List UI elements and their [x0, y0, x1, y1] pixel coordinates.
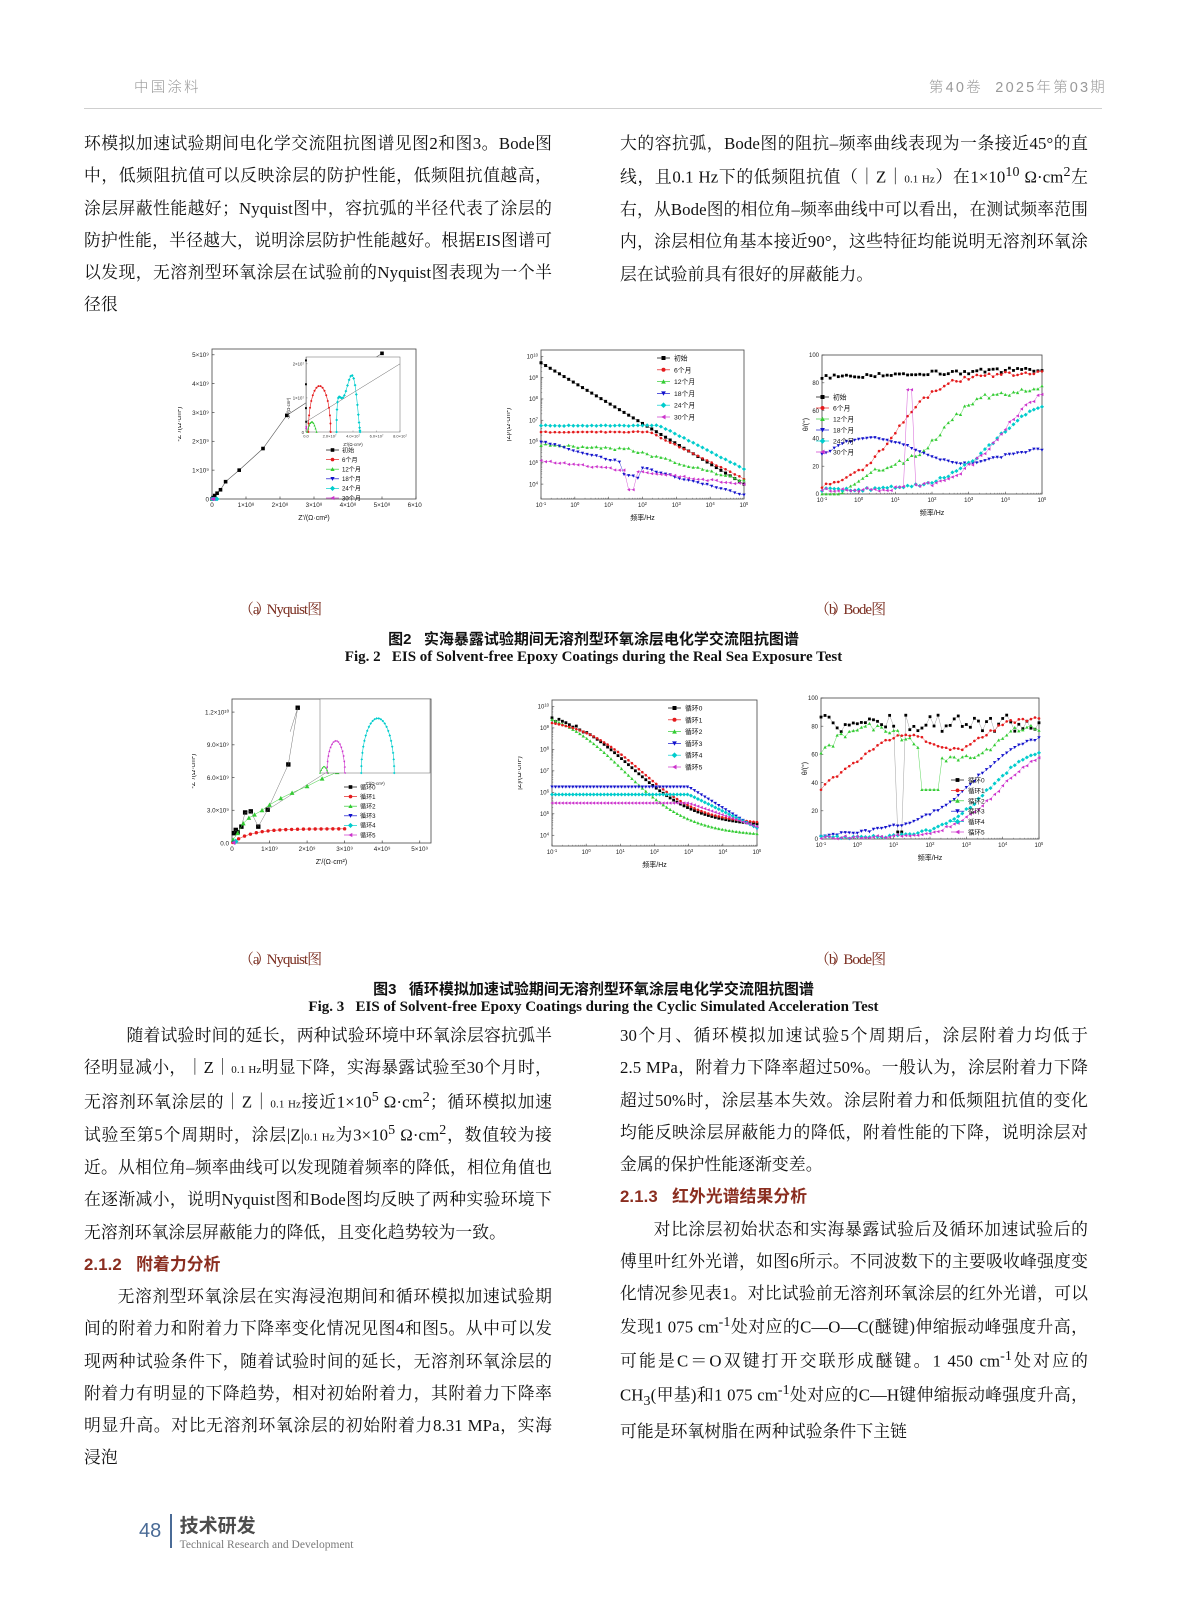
svg-text:6×10⁸: 6×10⁸ [408, 502, 422, 509]
svg-text:1×10⁷: 1×10⁷ [293, 396, 305, 401]
svg-text:循环5: 循环5 [685, 763, 703, 772]
svg-text:5×10⁹: 5×10⁹ [411, 846, 428, 853]
svg-text:8.0×10⁷: 8.0×10⁷ [393, 434, 407, 439]
svg-text:40: 40 [811, 781, 818, 787]
svg-text:1×10⁹: 1×10⁹ [192, 467, 209, 474]
svg-text:6.0×10⁷: 6.0×10⁷ [370, 434, 384, 439]
svg-text:2×10⁸: 2×10⁸ [272, 502, 289, 509]
svg-text:循环2: 循环2 [685, 727, 703, 736]
svg-text:40: 40 [812, 437, 819, 443]
svg-text:3×10⁸: 3×10⁸ [306, 502, 323, 509]
svg-text:20: 20 [811, 809, 818, 815]
svg-text:初始: 初始 [342, 446, 354, 454]
svg-text:θ/(°): θ/(°) [802, 418, 810, 431]
svg-text:6个月: 6个月 [342, 457, 358, 464]
svg-text:频率/Hz: 频率/Hz [630, 513, 655, 522]
svg-text:12个月: 12个月 [342, 467, 361, 474]
svg-text:4×10⁸: 4×10⁸ [340, 502, 357, 509]
svg-text:9.0×10⁹: 9.0×10⁹ [207, 742, 229, 749]
svg-text:循环4: 循环4 [968, 817, 985, 826]
svg-text:80: 80 [811, 724, 818, 730]
svg-text:2×10⁷: 2×10⁷ [293, 362, 305, 367]
svg-text:循环5: 循环5 [968, 828, 985, 837]
svg-text:6.0×10⁹: 6.0×10⁹ [207, 775, 229, 782]
svg-text:循环4: 循环4 [685, 751, 703, 760]
svg-text:循环3: 循环3 [968, 807, 985, 816]
svg-text:0.0: 0.0 [220, 840, 229, 847]
svg-text:2×10⁹: 2×10⁹ [299, 846, 316, 853]
svg-text:频率/Hz: 频率/Hz [642, 860, 667, 869]
svg-text:0.0: 0.0 [303, 434, 309, 439]
svg-text:频率/Hz: 频率/Hz [918, 853, 943, 862]
svg-text:循环1: 循环1 [685, 715, 703, 724]
svg-text:频率/Hz: 频率/Hz [920, 508, 945, 517]
svg-text:100: 100 [808, 696, 819, 702]
svg-text:60: 60 [811, 753, 818, 759]
svg-text:θ/(°): θ/(°) [801, 762, 809, 775]
svg-text:1×10⁹: 1×10⁹ [261, 846, 278, 853]
svg-text:0: 0 [230, 846, 234, 853]
svg-text:循环1: 循环1 [360, 793, 376, 801]
svg-text:4×10⁹: 4×10⁹ [192, 381, 209, 388]
svg-text:24个月: 24个月 [833, 438, 854, 446]
svg-text:-Z"/(Ω·cm²): -Z"/(Ω·cm²) [192, 754, 197, 789]
svg-text:80: 80 [812, 381, 819, 387]
svg-text:循环0: 循环0 [968, 776, 985, 785]
svg-text:循环5: 循环5 [360, 831, 376, 839]
svg-text:30个月: 30个月 [833, 449, 854, 457]
svg-text:循环4: 循环4 [360, 822, 376, 830]
svg-text:0: 0 [205, 496, 209, 503]
svg-text:6个月: 6个月 [833, 405, 850, 413]
svg-text:60: 60 [812, 409, 819, 415]
svg-text:循环3: 循环3 [360, 812, 376, 820]
svg-text:|Z|/(Ω·cm²): |Z|/(Ω·cm²) [518, 756, 523, 790]
svg-text:循环0: 循环0 [685, 704, 703, 713]
svg-text:18个月: 18个月 [833, 427, 854, 435]
svg-text:循环2: 循环2 [968, 796, 985, 805]
svg-text:18个月: 18个月 [674, 390, 695, 398]
svg-text:-Z"/(Ω·cm²): -Z"/(Ω·cm²) [178, 407, 183, 442]
svg-text:4.0×10⁷: 4.0×10⁷ [346, 434, 360, 439]
svg-text:6个月: 6个月 [674, 366, 691, 374]
svg-text:2×10⁹: 2×10⁹ [192, 439, 209, 446]
svg-text:循环3: 循环3 [685, 739, 703, 748]
svg-text:0: 0 [210, 502, 214, 509]
svg-text:5×10⁹: 5×10⁹ [192, 352, 209, 359]
svg-text:24个月: 24个月 [674, 402, 695, 410]
svg-text:|Z|/(Ω·cm²): |Z|/(Ω·cm²) [507, 408, 512, 442]
svg-text:3×10⁹: 3×10⁹ [336, 846, 353, 853]
svg-text:3.0×10⁹: 3.0×10⁹ [207, 808, 229, 815]
svg-text:12个月: 12个月 [833, 416, 854, 424]
svg-text:4×10⁹: 4×10⁹ [374, 846, 391, 853]
svg-text:3×10⁹: 3×10⁹ [192, 410, 209, 417]
svg-text:2.0×10⁷: 2.0×10⁷ [323, 434, 337, 439]
svg-text:循环1: 循环1 [968, 786, 985, 795]
svg-text:初始: 初始 [674, 354, 688, 363]
svg-text:Z'/(Ω·cm²): Z'/(Ω·cm²) [298, 515, 329, 522]
svg-text:初始: 初始 [833, 393, 847, 402]
svg-text:30个月: 30个月 [342, 495, 361, 502]
svg-text:1.2×10¹⁰: 1.2×10¹⁰ [205, 709, 230, 716]
svg-text:Z'/(Ω·cm²): Z'/(Ω·cm²) [343, 442, 363, 447]
svg-text:循环0: 循环0 [360, 783, 376, 791]
svg-text:24个月: 24个月 [342, 486, 361, 493]
svg-text:Z'/(Ω·cm²): Z'/(Ω·cm²) [316, 859, 347, 866]
svg-text:循环2: 循环2 [360, 803, 376, 811]
svg-text:100: 100 [809, 353, 820, 359]
svg-text:1×10⁸: 1×10⁸ [238, 502, 255, 509]
svg-text:30个月: 30个月 [674, 414, 695, 422]
svg-text:-Z"/(Ω·cm²): -Z"/(Ω·cm²) [286, 397, 291, 419]
svg-text:20: 20 [812, 464, 819, 470]
svg-text:5×10⁸: 5×10⁸ [374, 502, 391, 509]
svg-text:18个月: 18个月 [342, 476, 361, 483]
svg-text:12个月: 12个月 [674, 378, 695, 386]
